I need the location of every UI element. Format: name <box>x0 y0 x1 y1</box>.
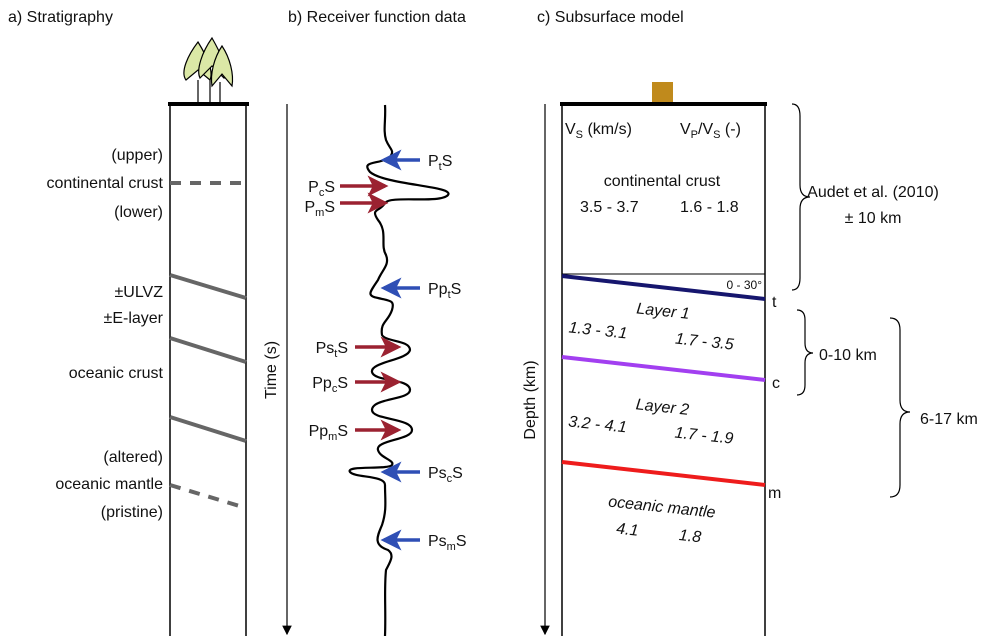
text-part: S <box>452 465 463 482</box>
text-part: /V <box>698 121 713 138</box>
waveform <box>348 104 450 637</box>
text-part: Pp <box>428 281 448 298</box>
panel-stratigraphy: a) Stratigraphy (upper) continental crus… <box>8 9 249 636</box>
unit-label: oceanic mantle <box>55 476 163 493</box>
axis-label: Time (s) <box>263 341 280 399</box>
text-part: P <box>308 179 319 196</box>
interface-label: c <box>772 375 780 392</box>
text-part: (km/s) <box>583 121 632 138</box>
layer-name: Layer 2 <box>635 396 690 418</box>
text-part: V <box>565 121 576 138</box>
subscript: m <box>315 207 324 219</box>
subscript: m <box>328 431 337 443</box>
unit-label: oceanic crust <box>69 365 164 382</box>
boundaries <box>169 181 247 510</box>
layer-vs: 3.5 - 3.7 <box>580 199 639 216</box>
layer-vpvs: 1.6 - 1.8 <box>680 199 739 216</box>
phase-label: PscS <box>428 465 463 485</box>
phase-label: PsmS <box>428 533 467 553</box>
text-part: Ps <box>428 533 447 550</box>
phase-arrows <box>340 149 420 551</box>
subscript: m <box>447 541 456 553</box>
subscript: c <box>332 383 338 395</box>
layer-name: Layer 1 <box>636 300 691 322</box>
subscript: c <box>319 187 325 199</box>
text-part: P <box>428 153 439 170</box>
unit-label: (upper) <box>111 147 163 164</box>
text-part: S <box>337 375 348 392</box>
unit-label: (pristine) <box>101 504 163 521</box>
layer-vpvs: 1.8 <box>678 527 702 546</box>
text-part: P <box>304 199 315 216</box>
panel-title: c) Subsurface model <box>537 9 684 26</box>
interface-c <box>561 355 766 382</box>
text-part: Pp <box>312 375 332 392</box>
layer-vs: 4.1 <box>615 521 639 540</box>
text-part: S <box>442 153 453 170</box>
phase-label: PcS <box>308 179 335 199</box>
unit-label: (lower) <box>114 204 163 221</box>
text-part: Pp <box>309 423 329 440</box>
interface-t <box>561 274 766 301</box>
axis-label: Depth (km) <box>522 360 539 439</box>
layer-name: oceanic mantle <box>607 494 716 522</box>
trees <box>183 36 234 104</box>
panel-title: b) Receiver function data <box>288 9 466 26</box>
phase-label: PpmS <box>309 423 348 443</box>
phase-label: PtS <box>428 153 452 173</box>
layer-vpvs: 1.7 - 1.9 <box>674 425 734 448</box>
phase-label: PstS <box>316 340 348 360</box>
subscript: t <box>439 161 442 173</box>
annotation: 0-10 km <box>819 347 877 364</box>
subscript: S <box>713 129 720 141</box>
unit-label: (altered) <box>103 449 163 466</box>
text-part: Ps <box>316 340 335 357</box>
interface-m <box>561 460 766 487</box>
layer-vs: 1.3 - 3.1 <box>568 319 628 342</box>
phase-label: PmS <box>304 199 335 219</box>
text-part: Ps <box>428 465 447 482</box>
braces <box>791 103 911 498</box>
phase-label: PptS <box>428 281 461 301</box>
subscript: S <box>576 129 583 141</box>
column-header: VP/VS (-) <box>680 121 741 141</box>
text-part: S <box>337 340 348 357</box>
layer-vs: 3.2 - 4.1 <box>567 413 627 436</box>
text-part: (-) <box>720 121 740 138</box>
text-part: S <box>324 179 335 196</box>
annotation: ± 10 km <box>845 210 902 227</box>
station <box>652 82 673 104</box>
unit-label: continental crust <box>46 175 163 192</box>
text-part: S <box>324 199 335 216</box>
interface-label: m <box>768 485 781 502</box>
phase-label: PpcS <box>312 375 348 395</box>
annotation: Audet et al. (2010) <box>807 184 939 201</box>
panel-title: a) Stratigraphy <box>8 9 113 26</box>
text-part: S <box>451 281 462 298</box>
layer-vpvs: 1.7 - 3.5 <box>674 331 734 354</box>
unit-label: ±E-layer <box>104 310 164 327</box>
text-part: V <box>680 121 691 138</box>
panel-receiver-function: b) Receiver function data Time (s) PtS P… <box>263 9 467 637</box>
unit-label: ±ULVZ <box>115 284 164 301</box>
text-part: S <box>456 533 467 550</box>
column-header: VS (km/s) <box>565 121 632 141</box>
interface-label: t <box>772 294 777 311</box>
subscript: t <box>334 348 337 360</box>
text-part: S <box>337 423 348 440</box>
dip-label: 0 - 30° <box>727 278 763 292</box>
subscript: P <box>691 129 698 141</box>
layer-name: continental crust <box>604 173 721 190</box>
annotation: 6-17 km <box>920 411 978 428</box>
panel-subsurface-model: c) Subsurface model Depth (km) VS (km/s)… <box>522 9 978 636</box>
subscript: t <box>448 289 451 301</box>
subscript: c <box>447 473 453 485</box>
